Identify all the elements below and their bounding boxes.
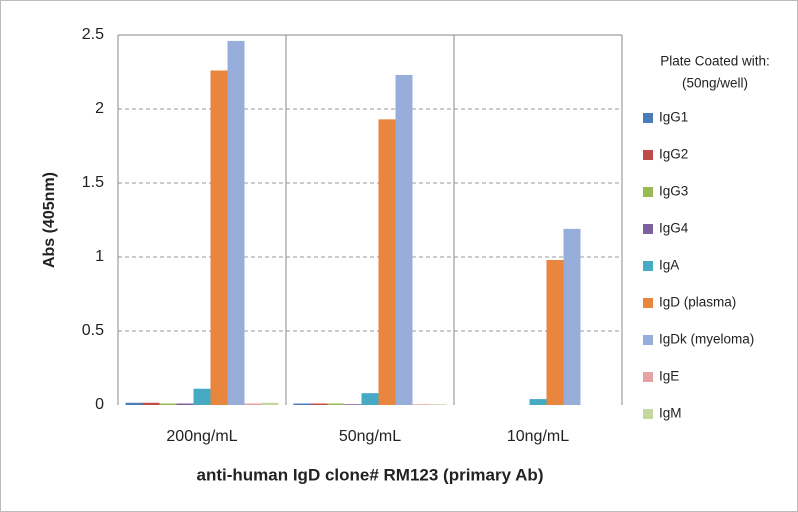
legend-title: Plate Coated with: <box>660 54 770 69</box>
bar <box>546 259 564 405</box>
bar <box>395 74 413 406</box>
legend-label: IgE <box>659 369 679 384</box>
y-tick-label: 2.5 <box>82 26 104 43</box>
legend-label: IgG4 <box>659 221 689 236</box>
legend-swatch <box>643 335 653 345</box>
x-tick-label: 10ng/mL <box>507 428 569 445</box>
legend-swatch <box>643 261 653 271</box>
bar <box>327 403 345 405</box>
legend-swatch <box>643 224 653 234</box>
bar <box>193 388 211 405</box>
legend-swatch <box>643 187 653 197</box>
y-tick-label: 1 <box>95 248 104 265</box>
bar <box>125 402 143 405</box>
legend-title: (50ng/well) <box>682 76 748 91</box>
bar <box>378 119 396 406</box>
bar <box>412 404 430 405</box>
legend-label: IgG2 <box>659 147 688 162</box>
x-tick-label: 200ng/mL <box>166 428 237 445</box>
legend-label: IgG1 <box>659 110 688 125</box>
y-tick-label: 0.5 <box>82 322 104 339</box>
bar <box>227 40 245 406</box>
legend-label: IgD (plasma) <box>659 295 736 310</box>
y-tick-label: 0 <box>95 396 104 413</box>
legend-swatch <box>643 113 653 123</box>
legend-label: IgA <box>659 258 679 273</box>
y-axis-title: Abs (405nm) <box>41 172 58 268</box>
x-axis-title: anti-human IgD clone# RM123 (primary Ab) <box>197 465 544 484</box>
y-tick-label: 2 <box>95 100 104 117</box>
legend-label: IgDk (myeloma) <box>659 332 754 347</box>
bar <box>429 404 447 405</box>
legend-swatch <box>643 372 653 382</box>
bar <box>159 403 177 405</box>
bar <box>293 403 311 405</box>
legend-swatch <box>643 298 653 308</box>
bar <box>529 399 547 405</box>
bar <box>344 404 362 405</box>
legend-label: IgM <box>659 406 682 421</box>
legend-label: IgG3 <box>659 184 688 199</box>
bar <box>210 70 228 406</box>
bar <box>244 403 262 405</box>
legend-swatch <box>643 150 653 160</box>
bar <box>261 402 279 405</box>
bar <box>310 403 328 405</box>
bar <box>361 393 379 405</box>
legend-swatch <box>643 409 653 419</box>
x-tick-label: 50ng/mL <box>339 428 401 445</box>
bar <box>176 403 194 405</box>
y-tick-label: 1.5 <box>82 174 104 191</box>
bar <box>563 228 581 405</box>
bar <box>142 402 160 405</box>
